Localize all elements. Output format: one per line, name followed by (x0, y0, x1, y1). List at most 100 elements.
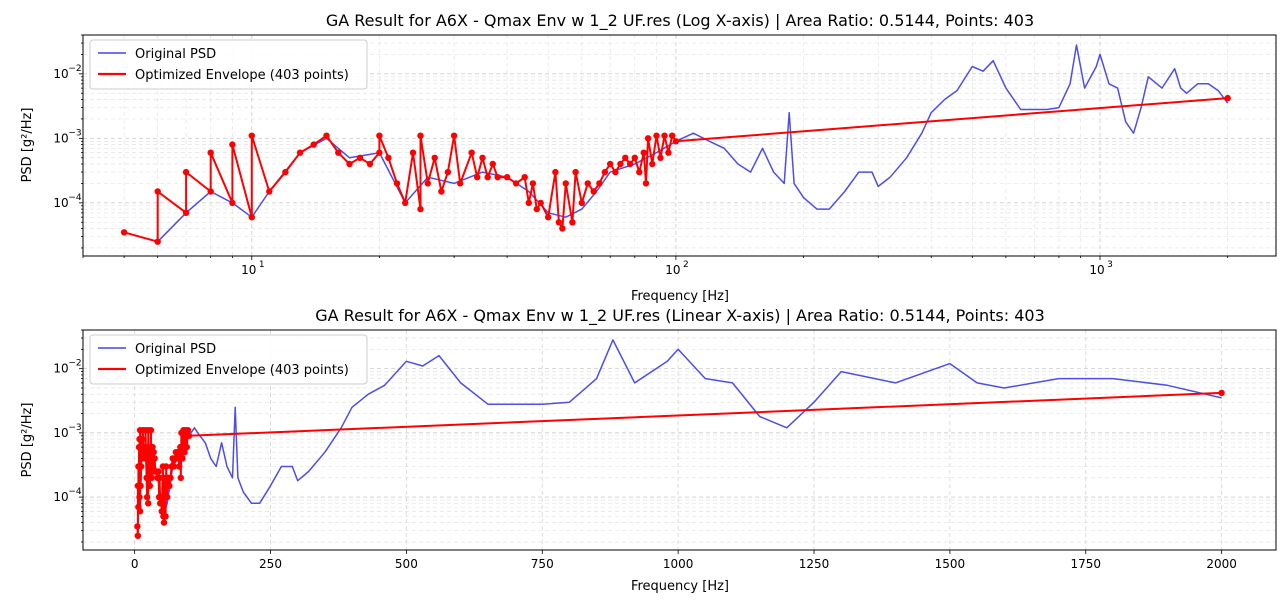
envelope-point (176, 463, 183, 470)
envelope-point (156, 474, 163, 481)
envelope-point (310, 141, 317, 148)
x-axis-label-linear: Frequency [Hz] (631, 579, 729, 594)
y-tick-exponent: −4 (68, 487, 82, 497)
envelope-point (376, 132, 383, 139)
envelope-point (479, 154, 486, 161)
envelope-point (137, 482, 144, 489)
legend-box (89, 39, 368, 90)
envelope-point (402, 199, 409, 207)
axes-frame (82, 34, 1277, 257)
envelope-point (366, 160, 374, 168)
envelope-point (503, 174, 511, 181)
x-tick-exponent: 1 (259, 260, 265, 270)
x-tick-label: 1250 (799, 557, 830, 571)
envelope-point (569, 219, 576, 226)
x-tick-label: 10 (665, 263, 680, 277)
envelope-point (489, 160, 496, 168)
envelope-point (640, 149, 647, 156)
y-tick-exponent: −4 (68, 193, 82, 203)
envelope-point (642, 180, 650, 187)
envelope-point (657, 154, 664, 161)
envelope-point (266, 188, 273, 195)
x-tick-label: 10 (1089, 263, 1104, 277)
envelope-point (529, 180, 537, 187)
envelope-point (601, 168, 609, 176)
envelope-point (229, 199, 236, 207)
envelope-point (617, 160, 624, 168)
axes-frame (82, 329, 1277, 551)
x-tick-label: 1500 (935, 557, 966, 571)
y-axis-label-linear: PSD [g²/Hz] (20, 403, 35, 478)
envelope-point (143, 493, 151, 501)
envelope-point (323, 132, 330, 139)
envelope-point (512, 180, 520, 187)
envelope-point (160, 519, 168, 526)
envelope-point (665, 149, 672, 156)
envelope-point (157, 493, 164, 501)
envelope-point (653, 132, 660, 139)
envelope-point (151, 455, 158, 462)
envelope-point (170, 463, 177, 470)
envelope-point (166, 482, 173, 489)
envelope-point (356, 154, 364, 161)
envelope-point (147, 463, 154, 470)
envelope-point (409, 149, 417, 156)
envelope-point (183, 443, 190, 451)
envelope-point (177, 474, 184, 481)
envelope-point (622, 154, 629, 161)
envelope-point (174, 449, 182, 456)
y-tick-label: 10 (53, 362, 68, 376)
chart-title-linear: GA Result for A6X - Qmax Env w 1_2 UF.re… (315, 306, 1045, 326)
envelope-point (149, 443, 156, 451)
envelope-point (346, 160, 353, 168)
envelope-point (162, 513, 169, 520)
x-tick-label: 750 (531, 557, 554, 571)
grid (83, 329, 1276, 550)
y-tick-exponent: −3 (68, 128, 81, 138)
envelope-point (562, 180, 569, 187)
envelope-point (179, 455, 186, 462)
envelope-point (282, 168, 289, 176)
envelope-point (136, 493, 143, 501)
legend-original-label: Original PSD (135, 342, 216, 357)
original-psd-series-line (123, 44, 1229, 243)
envelope-point (474, 174, 481, 181)
envelope-point (139, 435, 146, 443)
envelope-point (444, 168, 452, 176)
legend: Original PSD Optimized Envelope (403 poin… (89, 39, 368, 90)
envelope-point (229, 141, 236, 148)
y-tick-exponent: −2 (68, 359, 81, 369)
envelope-point (572, 168, 579, 176)
envelope-point (612, 168, 619, 176)
envelope-point (145, 500, 152, 507)
envelope-point (185, 432, 193, 439)
envelope-point (146, 482, 154, 489)
y-tick-label: 10 (53, 426, 68, 440)
envelope-point (134, 532, 142, 539)
envelope-point (157, 500, 164, 507)
envelope-point (1218, 389, 1225, 397)
envelope-point (155, 468, 162, 475)
y-tick-exponent: −2 (68, 64, 81, 74)
envelope-point (173, 455, 181, 462)
envelope-point (537, 199, 544, 207)
envelope-point (417, 132, 424, 139)
envelope-point (158, 508, 165, 515)
envelope-point (533, 205, 540, 213)
envelope-point (669, 132, 676, 139)
x-tick-label: 0 (131, 557, 139, 571)
y-tick-label: 10 (53, 196, 68, 210)
envelope-point (296, 149, 304, 156)
x-tick-label: 2000 (1206, 557, 1237, 571)
envelope-point (438, 188, 445, 195)
envelope-point (134, 523, 141, 530)
envelope-point (184, 427, 192, 434)
envelope-point (521, 174, 528, 181)
envelope-point (207, 188, 214, 195)
x-tick-exponent: 2 (683, 260, 689, 270)
envelope-point (431, 154, 438, 161)
envelope-point (596, 180, 603, 187)
envelope-point (661, 132, 668, 139)
envelope-point (494, 174, 501, 181)
x-tick-exponent: 3 (1107, 260, 1113, 270)
